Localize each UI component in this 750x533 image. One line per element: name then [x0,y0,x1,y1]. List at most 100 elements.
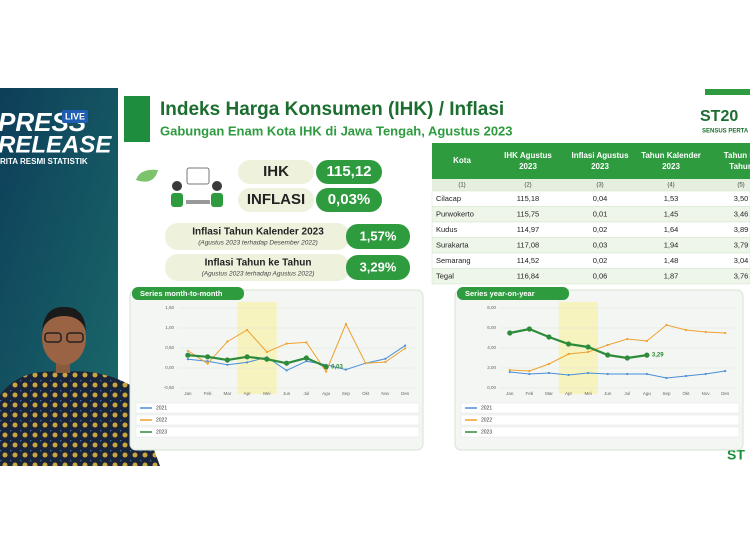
table-cell: Purwokerto [436,209,474,218]
series-point [645,339,648,343]
table-cell: 0,03 [593,240,608,249]
x-tick-label: Jan [506,391,514,396]
indicator-value: 0,03% [328,191,371,208]
y-tick-label: 6,00 [487,325,496,330]
table-cell: 3,76 [734,271,749,280]
x-tick-label: Apr [565,391,573,396]
table-index: (1) [458,183,465,189]
series-point [724,369,727,373]
series-point [246,328,249,332]
series-point [528,369,531,373]
x-tick-label: Feb [204,391,212,396]
series-point [704,372,707,376]
table-cell: Semarang [436,256,471,265]
y-tick-label: 0,00 [165,365,174,370]
series-point [644,352,650,358]
x-tick-label: Apr [244,391,252,396]
presenter-head [42,311,86,365]
legend-row-bg [135,402,420,414]
table-cell: Surakarta [436,240,469,249]
table-header-bg [432,143,750,179]
legend-row-bg [460,426,740,438]
subtitle: Gabungan Enam Kota IHK di Jawa Tengah, A… [160,123,513,138]
table-cell: 114,97 [517,225,539,234]
series-point [206,362,209,365]
indicator-label: IHK [263,163,289,180]
series-point [284,360,290,366]
legend-row-bg [135,414,420,426]
x-tick-label: Jun [604,391,612,396]
table-row-bg [431,221,750,238]
table-header: Kota [453,156,471,165]
series-point [547,371,551,375]
table-row-bg [431,237,750,254]
x-tick-label: Mei [584,391,591,396]
x-tick-label: Nov [702,391,711,396]
series-point [547,362,551,366]
table-row-bg [431,252,750,269]
logo-sub: SENSUS PERTA [702,129,749,135]
series-line [509,327,648,360]
legend-row-bg [460,402,740,414]
series-point [344,368,347,371]
box-value-bg [346,255,410,280]
x-tick-label: Agu [322,391,331,396]
chart-title: Series month-to-month [140,289,223,298]
table-cell: 1,64 [664,225,679,234]
series-point [587,350,590,354]
table-index: (3) [596,183,603,189]
table-index: (2) [524,183,531,189]
series-point [305,360,308,363]
table-cell: 0,02 [593,225,608,234]
series-point [265,350,268,354]
y-tick-label: 8,00 [487,305,496,310]
series-point [565,341,572,347]
box-label: Inflasi Tahun Kalender 2023 [192,227,324,238]
x-tick-label: Mar [224,391,232,396]
person-icon [172,181,182,191]
logo: ST20 [700,108,738,125]
legend-row-bg [135,426,420,438]
series-point [606,343,609,347]
series-point [587,371,590,375]
logo-bar [705,89,750,95]
x-tick-label: Jun [283,391,291,396]
x-tick-label: Jul [303,391,309,396]
series-point [526,326,532,332]
series-point [546,334,552,340]
y-tick-label: 0,00 [487,385,496,390]
series-point [325,370,328,373]
legend-label: 2023 [156,429,167,435]
title: Indeks Harga Konsumen (IHK) / Inflasi [160,99,504,120]
box-value: 1,57% [360,228,397,243]
series-point [384,357,387,360]
x-tick-label: Okt [683,391,691,396]
table-icon [186,200,210,204]
live-text: LIVE [65,111,85,121]
presenter-body [0,371,160,466]
table-cell: 114,52 [517,256,539,265]
table-cell: 1,87 [664,271,679,280]
table-cell: 117,08 [517,240,539,249]
series-line [187,345,406,371]
y-tick-label: -0,50 [164,385,175,390]
indicator-label-bg [238,160,314,184]
box-note: (Agustus 2023 terhadap Desember 2022) [198,240,318,247]
table-cell: Tegal [436,271,454,280]
series-point [224,357,230,363]
series-point [244,354,250,360]
x-tick-label: Sep [342,391,351,396]
chart-title: Series year-on-year [465,289,535,298]
chart-panel [454,289,744,451]
series-line [509,370,726,379]
legend-label: 2021 [156,405,167,411]
table-cell: 3,89 [734,225,749,234]
x-tick-label: Des [401,391,410,396]
series-point [384,360,387,364]
series-point [285,369,288,372]
indicator-value-bg [316,160,382,184]
series-point [186,349,189,352]
table-cell: 0,04 [593,194,608,203]
x-tick-label: Des [721,391,730,396]
